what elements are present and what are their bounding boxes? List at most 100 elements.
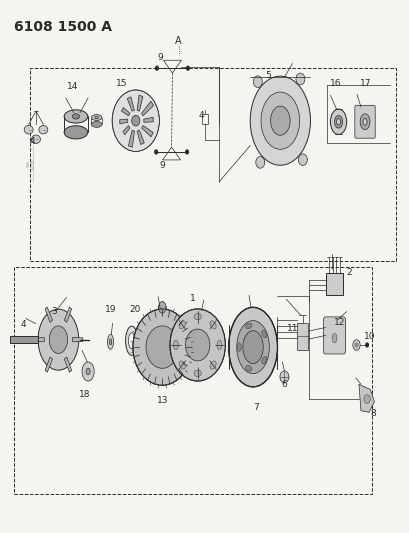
Ellipse shape (193, 313, 201, 320)
Ellipse shape (249, 76, 310, 165)
Ellipse shape (128, 333, 135, 349)
Polygon shape (9, 336, 38, 343)
Ellipse shape (236, 343, 240, 351)
Ellipse shape (216, 340, 221, 350)
Circle shape (279, 371, 288, 383)
Bar (30, 68, 396, 261)
Ellipse shape (336, 118, 340, 125)
Polygon shape (119, 119, 128, 124)
Ellipse shape (193, 370, 201, 376)
Ellipse shape (330, 109, 346, 134)
Text: 20: 20 (129, 305, 140, 314)
Circle shape (255, 157, 264, 168)
Text: 10: 10 (363, 332, 375, 341)
Ellipse shape (64, 110, 88, 123)
Ellipse shape (72, 114, 79, 119)
Polygon shape (144, 117, 153, 122)
Text: 6: 6 (281, 379, 287, 389)
Text: 14: 14 (67, 82, 78, 91)
Ellipse shape (91, 115, 102, 120)
Text: 11: 11 (286, 324, 298, 333)
Text: 18: 18 (79, 390, 90, 399)
Polygon shape (45, 307, 52, 322)
Text: 7: 7 (252, 402, 258, 411)
Text: 17: 17 (359, 79, 371, 88)
Circle shape (253, 76, 262, 87)
Circle shape (133, 309, 191, 385)
Text: 19: 19 (105, 305, 116, 314)
Text: 4: 4 (198, 111, 203, 120)
Text: 6108 1500 A: 6108 1500 A (13, 20, 111, 34)
Ellipse shape (334, 115, 342, 128)
Circle shape (184, 149, 189, 155)
Text: 9: 9 (157, 53, 163, 62)
Circle shape (364, 342, 368, 348)
Text: 16: 16 (329, 79, 340, 88)
Ellipse shape (49, 326, 67, 353)
Text: 13: 13 (156, 395, 168, 405)
Circle shape (185, 66, 189, 71)
Ellipse shape (91, 122, 102, 127)
Circle shape (363, 395, 369, 403)
Text: 4: 4 (29, 138, 35, 147)
Ellipse shape (228, 308, 277, 387)
Text: 8: 8 (369, 409, 375, 418)
Ellipse shape (362, 118, 366, 125)
Ellipse shape (331, 333, 336, 343)
Polygon shape (141, 101, 153, 116)
Text: 5: 5 (265, 71, 270, 80)
Ellipse shape (24, 125, 33, 134)
Ellipse shape (125, 326, 137, 356)
Polygon shape (137, 130, 144, 144)
Ellipse shape (64, 126, 88, 139)
Text: 1: 1 (189, 294, 195, 303)
Circle shape (146, 326, 178, 368)
Text: 9: 9 (159, 161, 165, 170)
Bar (325, 273, 343, 295)
Ellipse shape (209, 361, 216, 369)
Text: 2: 2 (346, 268, 351, 277)
Ellipse shape (173, 340, 178, 350)
Ellipse shape (352, 340, 359, 350)
Text: 3: 3 (51, 307, 57, 316)
Ellipse shape (38, 309, 79, 370)
Bar (296, 323, 308, 350)
FancyBboxPatch shape (354, 106, 374, 138)
Polygon shape (45, 357, 52, 372)
Ellipse shape (245, 366, 251, 371)
Ellipse shape (82, 362, 94, 381)
Polygon shape (121, 108, 130, 116)
Polygon shape (127, 97, 134, 111)
Ellipse shape (245, 323, 251, 329)
Ellipse shape (158, 302, 166, 313)
Polygon shape (141, 126, 153, 137)
Polygon shape (123, 126, 130, 135)
Polygon shape (64, 357, 72, 372)
Polygon shape (64, 307, 72, 322)
Ellipse shape (86, 368, 90, 375)
Ellipse shape (270, 106, 290, 135)
Ellipse shape (179, 361, 185, 369)
Text: A: A (175, 36, 182, 46)
Text: 15: 15 (115, 79, 127, 88)
Polygon shape (358, 384, 373, 413)
Polygon shape (137, 95, 142, 111)
Circle shape (354, 342, 357, 348)
Ellipse shape (131, 115, 139, 126)
Ellipse shape (236, 320, 269, 374)
Ellipse shape (242, 330, 263, 364)
Ellipse shape (359, 114, 369, 130)
Bar (13, 266, 371, 495)
Ellipse shape (261, 357, 266, 364)
Circle shape (170, 309, 225, 381)
Ellipse shape (107, 334, 113, 349)
Ellipse shape (261, 92, 299, 149)
Circle shape (154, 149, 158, 155)
Ellipse shape (179, 321, 185, 329)
Polygon shape (72, 337, 83, 342)
Ellipse shape (261, 330, 266, 338)
Ellipse shape (31, 135, 40, 143)
Circle shape (112, 90, 159, 151)
Ellipse shape (109, 339, 112, 345)
Ellipse shape (209, 321, 216, 329)
